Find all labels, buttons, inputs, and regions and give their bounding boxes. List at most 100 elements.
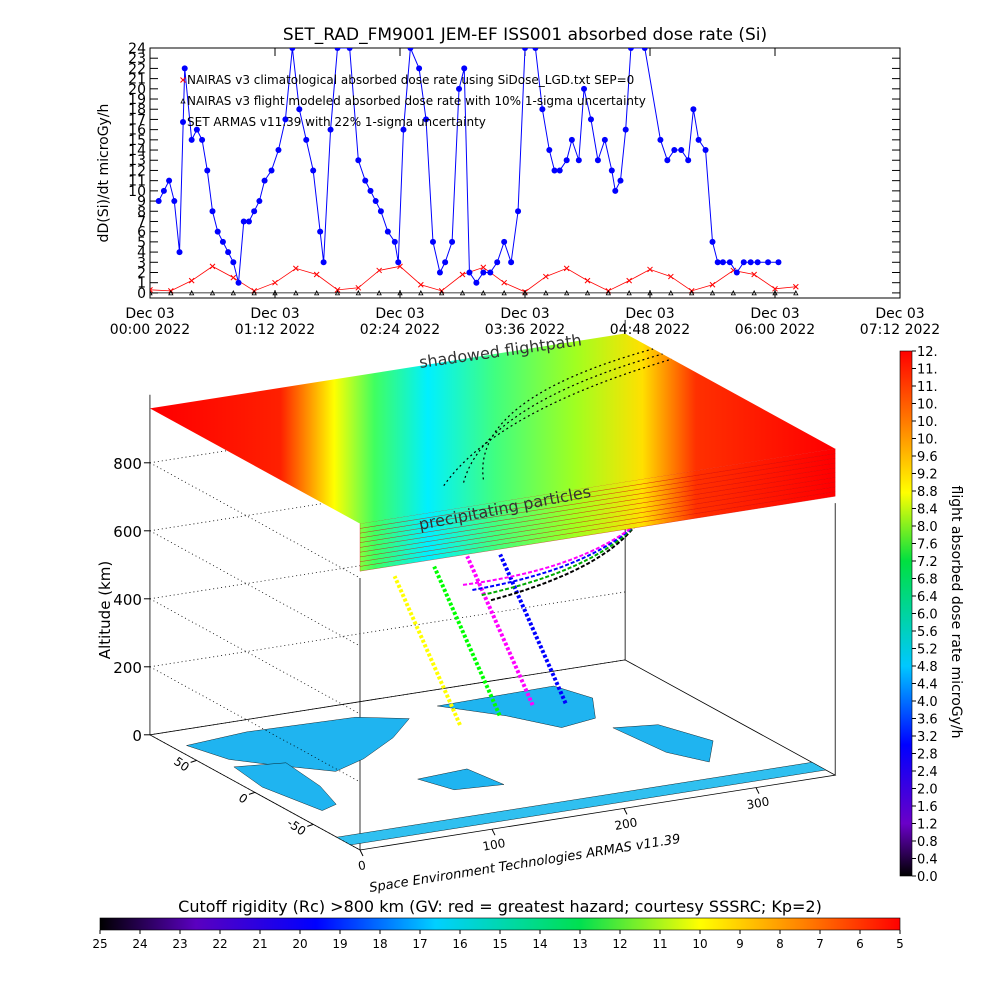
y-tick-label: 22 xyxy=(128,61,146,77)
z-tick-label: 0 xyxy=(132,727,142,745)
slab-top xyxy=(149,333,836,524)
marker xyxy=(564,290,570,296)
colorbar-tick-label: 1.6 xyxy=(917,800,938,815)
marker xyxy=(617,177,624,184)
y-tick-label: 3 xyxy=(137,255,146,271)
y-tick-label: 2 xyxy=(137,265,146,281)
marker xyxy=(689,290,695,296)
legend-marker xyxy=(180,98,186,104)
lon-tick xyxy=(623,808,628,815)
marker xyxy=(459,290,466,296)
marker xyxy=(209,290,216,296)
colorbar-tick-label: 4.8 xyxy=(917,660,938,675)
colorbar-tick-label: 3.2 xyxy=(917,730,938,745)
colorbar-tick-label: 24 xyxy=(132,937,147,951)
y-tick-label: 7 xyxy=(137,214,146,230)
colorbar-tick-label: 11. xyxy=(917,380,938,395)
colorbar-tick-label: 8 xyxy=(776,937,784,951)
colorbar-tick-label: 5.6 xyxy=(917,625,938,640)
marker xyxy=(480,269,487,276)
marker xyxy=(293,290,299,296)
z-axis-label: Altitude (km) xyxy=(96,561,114,659)
marker xyxy=(546,147,553,154)
grid-line xyxy=(149,659,626,736)
colorbar-label: flight absorbed dose rate microGy/h xyxy=(948,486,964,739)
colorbar-tick-label: 0.8 xyxy=(917,835,938,850)
colorbar-tick-label: 10. xyxy=(917,415,938,430)
shadowed-track xyxy=(482,348,654,480)
x-tick-label: Dec 03 03:36 2022 xyxy=(484,306,566,338)
colorbar-tick-label: 1.2 xyxy=(917,818,938,833)
marker xyxy=(657,136,664,143)
lat-tick xyxy=(307,823,314,827)
marker xyxy=(647,266,653,273)
marker xyxy=(626,277,633,284)
marker xyxy=(730,290,736,296)
marker xyxy=(522,290,528,296)
marker xyxy=(772,290,778,296)
marker xyxy=(751,271,758,278)
marker xyxy=(155,198,162,205)
colorbar-tick-label: 2.4 xyxy=(917,765,938,780)
legend-label: SET ARMAS v11.39 with 22% 1-sigma uncert… xyxy=(187,115,486,129)
marker xyxy=(317,228,324,235)
marker xyxy=(480,290,486,296)
marker xyxy=(251,208,258,215)
marker xyxy=(314,290,320,296)
marker xyxy=(313,271,320,278)
marker xyxy=(310,167,317,174)
lon-tick xyxy=(755,787,760,794)
y-tick-label: 23 xyxy=(128,51,146,67)
marker xyxy=(494,259,501,266)
x-tick-label: Dec 03 02:24 2022 xyxy=(359,306,441,338)
marker xyxy=(181,65,188,72)
marker xyxy=(543,290,549,296)
colorbar-tick-label: 6.8 xyxy=(917,573,938,588)
marker xyxy=(230,274,237,281)
marker xyxy=(685,157,692,164)
y-tick-label: 24 xyxy=(128,41,146,57)
z-tick-label: 600 xyxy=(113,523,142,541)
marker xyxy=(775,259,782,266)
y-tick-label: 10 xyxy=(128,184,146,200)
marker xyxy=(355,284,362,291)
marker xyxy=(400,126,407,133)
marker xyxy=(664,157,671,164)
marker xyxy=(747,259,754,266)
y-tick-label: 5 xyxy=(137,235,146,251)
colorbar-tick-label: 10. xyxy=(917,398,938,413)
marker xyxy=(199,136,206,143)
marker xyxy=(289,48,296,51)
marker xyxy=(622,126,629,133)
y-tick-label: 21 xyxy=(128,72,146,88)
marker xyxy=(189,290,195,296)
x-tick-label: Dec 03 06:00 2022 xyxy=(734,306,816,338)
marker xyxy=(709,238,716,245)
marker xyxy=(594,157,601,164)
marker xyxy=(429,238,436,245)
colorbar-tick-label: 7 xyxy=(816,937,824,951)
flight-track xyxy=(498,553,568,705)
shadowed-track xyxy=(443,358,672,487)
colorbar-tick-label: 20 xyxy=(292,937,307,951)
colorbar xyxy=(99,917,901,931)
marker xyxy=(459,271,466,278)
colorbar-tick-label: 4.4 xyxy=(917,678,938,693)
y-tick-label: 0 xyxy=(137,286,146,302)
colorbar-tick-label: 9 xyxy=(736,937,744,951)
marker xyxy=(272,279,278,286)
colorbar-tick-label: 11 xyxy=(652,937,667,951)
colorbar-tick-label: 3.6 xyxy=(917,713,938,728)
y-tick-label: 1 xyxy=(137,276,146,292)
colorbar-tick-label: 14 xyxy=(532,937,547,951)
marker xyxy=(563,157,570,164)
colorbar-tick-label: 4.0 xyxy=(917,695,938,710)
colorbar-tick-label: 25 xyxy=(92,937,107,951)
z-tick-label: 400 xyxy=(113,591,142,609)
flight-track xyxy=(490,522,638,602)
land xyxy=(336,762,827,846)
marker xyxy=(209,263,216,270)
y-tick-label: 14 xyxy=(128,143,146,159)
colorbar-tick-label: 7.6 xyxy=(917,538,938,553)
